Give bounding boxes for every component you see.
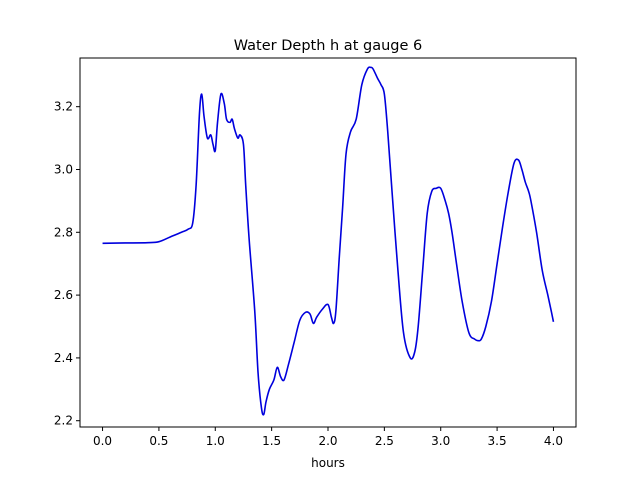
y-tick-label: 3.2 xyxy=(54,100,73,114)
y-tick-label: 2.6 xyxy=(54,288,73,302)
x-tick-label: 1.5 xyxy=(262,434,281,448)
y-tick-label: 2.4 xyxy=(54,351,73,365)
y-tick-label: 2.8 xyxy=(54,225,73,239)
x-tick-label: 0.5 xyxy=(149,434,168,448)
y-axis: 2.2 2.4 2.6 2.8 3.0 3.2 xyxy=(54,100,80,428)
x-axis: 0.0 0.5 1.0 1.5 2.0 2.5 3.0 3.5 4.0 xyxy=(93,427,563,448)
chart-title: Water Depth h at gauge 6 xyxy=(234,38,422,54)
x-tick-label: 1.0 xyxy=(206,434,225,448)
y-tick-label: 3.0 xyxy=(54,162,73,176)
x-tick-label: 3.5 xyxy=(488,434,507,448)
series-layer xyxy=(102,66,555,416)
x-tick-label: 2.0 xyxy=(318,434,337,448)
y-tick-label: 2.2 xyxy=(54,414,73,428)
x-tick-label: 4.0 xyxy=(544,434,563,448)
x-tick-label: 2.5 xyxy=(375,434,394,448)
x-tick-label: 0.0 xyxy=(93,434,112,448)
x-axis-label: hours xyxy=(311,456,345,470)
series-line xyxy=(102,66,555,416)
x-tick-label: 3.0 xyxy=(431,434,450,448)
